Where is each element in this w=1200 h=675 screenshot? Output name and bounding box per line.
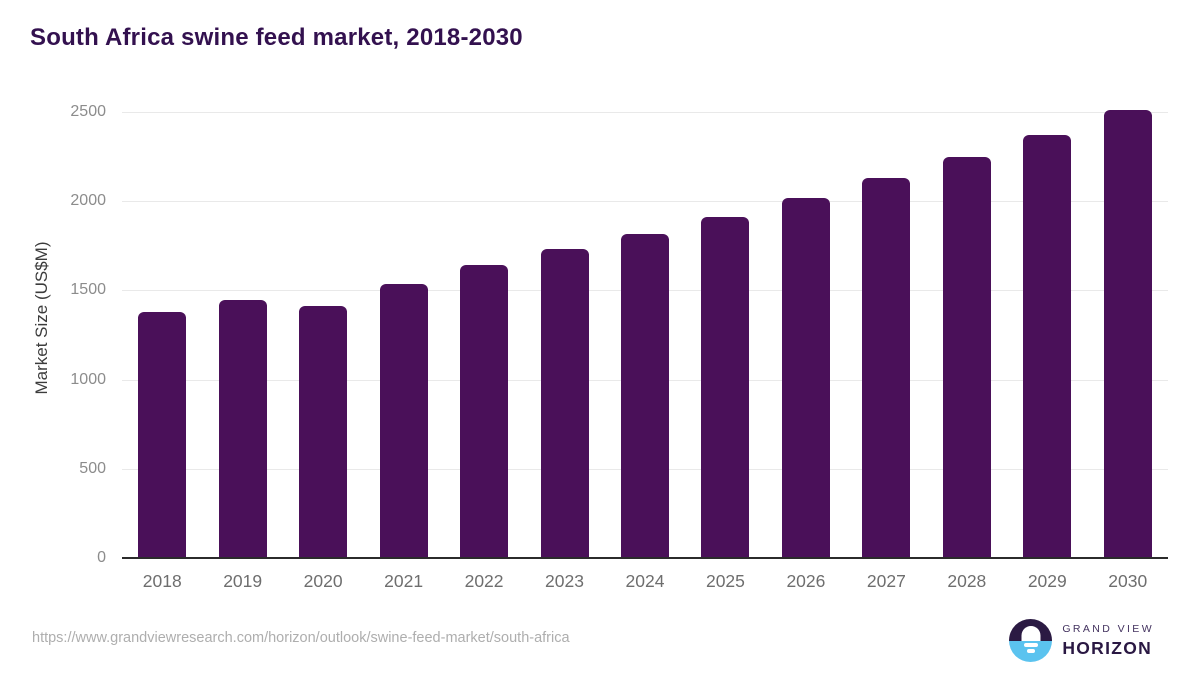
gridline-2000 [122, 201, 1168, 203]
logo-product-name: HORIZON [1062, 637, 1153, 658]
bar-2029 [1023, 135, 1072, 558]
x-tick-label-2023: 2023 [545, 571, 584, 591]
logo-sun-shape [1021, 626, 1041, 641]
gridline-2500 [122, 112, 1168, 113]
logo-reflection-bar-1 [1023, 643, 1038, 647]
chart-title: South Africa swine feed market, 2018-203… [30, 24, 523, 51]
bar-2022 [460, 265, 509, 558]
bar-2026 [781, 197, 830, 558]
bar-2030 [1103, 110, 1152, 558]
source-url: https://www.grandviewresearch.com/horizo… [32, 630, 570, 646]
x-tick-label-2018: 2018 [142, 571, 182, 591]
logo-brand-name: GRAND VIEW [1062, 622, 1154, 635]
x-axis-line [122, 557, 1168, 559]
bar-2019 [218, 300, 267, 558]
x-tick-label-2019: 2019 [223, 571, 263, 591]
bar-2024 [621, 234, 669, 558]
grand-view-horizon-logo: GRAND VIEW HORIZON [1009, 619, 1154, 662]
y-tick-label-2000: 2000 [70, 192, 106, 210]
x-tick-label-2028: 2028 [947, 571, 987, 591]
logo-text: GRAND VIEW HORIZON [1062, 623, 1154, 659]
x-tick-label-2029: 2029 [1027, 571, 1067, 591]
y-tick-label-0: 0 [97, 549, 106, 566]
x-tick-label-2024: 2024 [625, 571, 665, 591]
x-tick-label-2030: 2030 [1108, 571, 1148, 591]
bar-2023 [540, 249, 589, 558]
bar-2018 [138, 311, 187, 558]
x-tick-label-2021: 2021 [384, 571, 424, 591]
bar-2025 [701, 216, 750, 558]
bar-2027 [862, 178, 911, 558]
x-tick-label-2027: 2027 [866, 571, 906, 591]
x-tick-label-2026: 2026 [786, 571, 826, 591]
x-tick-label-2022: 2022 [464, 571, 504, 591]
y-tick-label-1500: 1500 [70, 281, 106, 299]
y-tick-label-500: 500 [79, 459, 106, 477]
logo-reflection-bar-2 [1026, 649, 1035, 653]
x-tick-label-2025: 2025 [705, 571, 745, 591]
horizon-sunset-icon [1009, 619, 1053, 662]
bar-2028 [942, 156, 991, 558]
y-tick-label-1000: 1000 [70, 370, 106, 388]
bar-2021 [379, 283, 428, 558]
x-tick-label-2020: 2020 [303, 571, 343, 591]
bar-2020 [299, 306, 348, 558]
y-tick-label-2500: 2500 [70, 103, 106, 120]
